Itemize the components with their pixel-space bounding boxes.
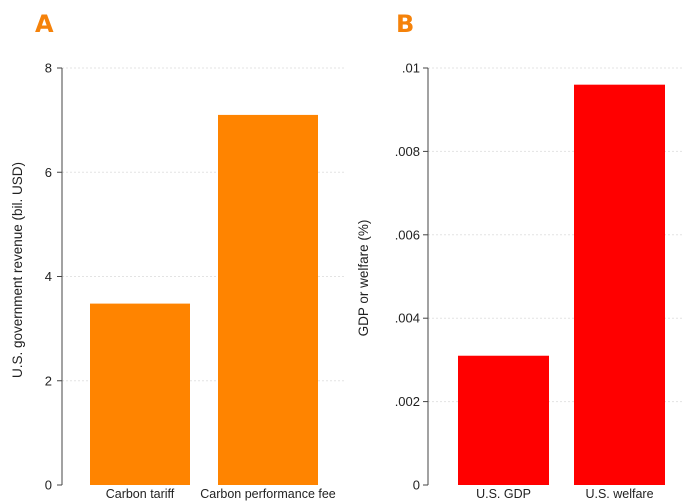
panel-letter-a: A [35, 10, 54, 38]
panel-a: 0 2 4 6 8 Carbon tariff Carbon performance fee… [10, 61, 345, 501]
category-label: Carbon performance fee [200, 487, 336, 501]
panel-b: 0 .002 .004 .006 .008 .01 U.S. GDP U.S. welfare… [356, 61, 682, 501]
category-label: Carbon tariff [106, 487, 175, 501]
bar-2 [218, 114, 318, 485]
y-tick-label: 0 [45, 478, 52, 493]
bar-2 [574, 84, 665, 486]
y-tick-label: 0 [413, 478, 420, 493]
y-axis-label: GDP or welfare (%) [356, 220, 371, 337]
category-label: U.S. GDP [476, 487, 531, 501]
y-tick-label: .006 [395, 227, 420, 242]
y-axis-label: U.S. government revenue (bil. USD) [10, 162, 25, 378]
panel-letter-b: B [396, 10, 415, 38]
bar-1 [458, 355, 549, 485]
y-tick-label: .002 [395, 394, 420, 409]
y-tick-label: .008 [395, 144, 420, 159]
bar-1 [90, 303, 190, 485]
category-label: U.S. welfare [585, 487, 653, 501]
y-tick-label: 4 [45, 269, 52, 284]
y-tick-label: 2 [45, 373, 52, 388]
y-tick-label: .004 [395, 311, 420, 326]
y-tick-label: 6 [45, 165, 52, 180]
y-tick-label: .01 [402, 61, 420, 76]
y-tick-label: 8 [45, 61, 52, 76]
